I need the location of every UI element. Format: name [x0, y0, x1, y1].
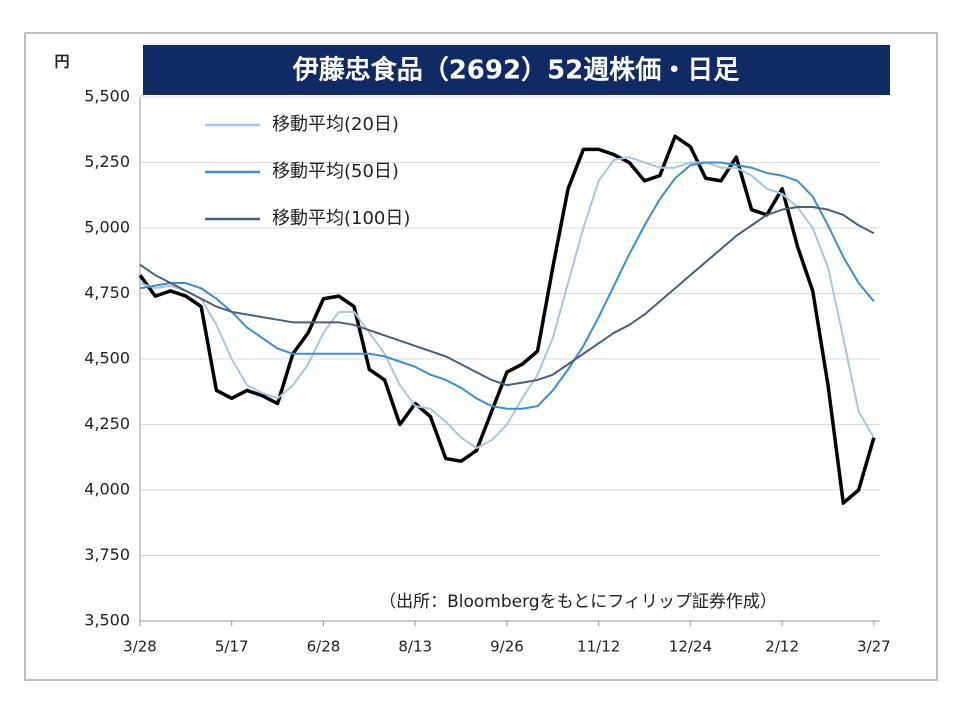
y-tick-label: 3,750 [84, 545, 130, 564]
x-tick-label: 3/27 [857, 638, 891, 656]
y-unit-label: 円 [54, 53, 69, 71]
chart-frame [24, 32, 938, 681]
price-line [138, 134, 876, 505]
chart-title: 伊藤忠食品（2692）52週株価・日足 [292, 55, 740, 86]
x-tick-label: 8/13 [398, 638, 432, 656]
x-tick-label: 11/12 [577, 638, 620, 656]
legend-label: 移動平均(50日) [272, 161, 399, 182]
moving-average-line [139, 206, 875, 387]
y-tick-label: 4,750 [84, 283, 130, 302]
x-tick-label: 12/24 [669, 638, 712, 656]
y-tick-label: 4,000 [84, 480, 130, 499]
x-tick-label: 2/12 [765, 638, 799, 656]
x-tick-label: 9/26 [490, 638, 524, 656]
y-tick-label: 5,500 [84, 87, 130, 106]
y-tick-label: 5,250 [84, 152, 130, 171]
x-tick-label: 3/28 [123, 638, 157, 656]
legend-label: 移動平均(20日) [272, 114, 399, 135]
x-tick-label: 6/28 [307, 638, 341, 656]
legend-label: 移動平均(100日) [272, 208, 410, 229]
y-tick-label: 4,250 [84, 414, 130, 433]
source-annotation: （出所：Bloombergをもとにフィリップ証券作成） [379, 592, 777, 612]
title-banner [143, 45, 890, 95]
y-tick-label: 5,000 [84, 218, 130, 237]
moving-average-line [139, 161, 875, 410]
y-tick-label: 4,500 [84, 349, 130, 368]
x-tick-label: 5/17 [215, 638, 249, 656]
y-tick-label: 3,500 [84, 611, 130, 630]
moving-average-line [139, 156, 875, 450]
